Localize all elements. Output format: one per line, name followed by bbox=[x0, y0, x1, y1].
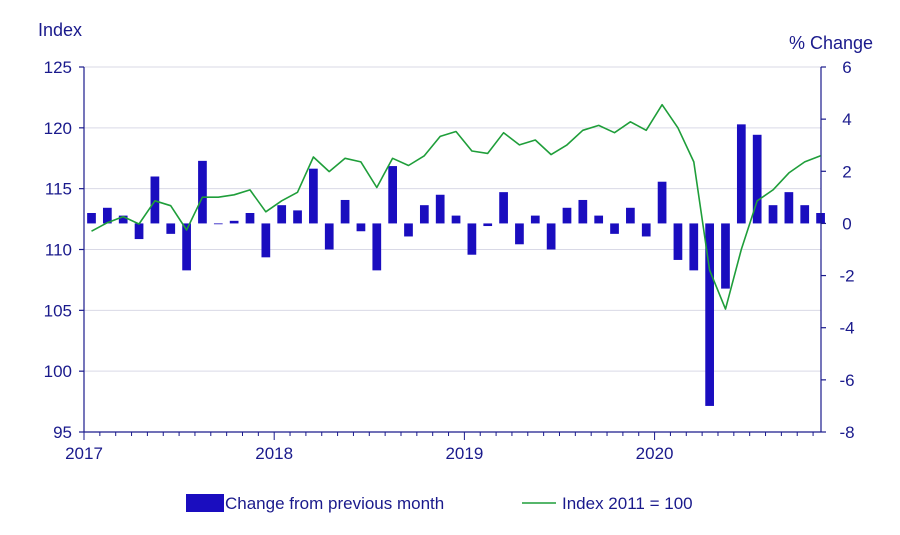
bar bbox=[166, 223, 176, 234]
bar bbox=[277, 205, 287, 224]
left-tick-label: 125 bbox=[44, 58, 72, 77]
bar bbox=[87, 213, 96, 224]
x-tick-label: 2020 bbox=[636, 444, 674, 463]
left-tick-label: 105 bbox=[44, 301, 72, 320]
bar bbox=[309, 168, 318, 224]
bar bbox=[451, 215, 461, 224]
legend-bar-swatch bbox=[186, 494, 224, 512]
bar bbox=[356, 223, 366, 232]
bar bbox=[261, 223, 271, 258]
bar bbox=[673, 223, 683, 260]
right-tick-label: 2 bbox=[842, 162, 851, 181]
bar bbox=[752, 134, 762, 224]
bar bbox=[372, 223, 382, 271]
bar bbox=[578, 199, 588, 224]
legend-bar-label: Change from previous month bbox=[225, 494, 444, 513]
bar bbox=[198, 160, 207, 224]
bar bbox=[530, 215, 540, 224]
bar bbox=[546, 223, 556, 250]
left-tick-label: 115 bbox=[45, 180, 72, 199]
x-tick-label: 2018 bbox=[255, 444, 293, 463]
right-axis-title: % Change bbox=[789, 33, 873, 53]
bar bbox=[404, 223, 413, 237]
bar bbox=[293, 210, 302, 224]
bar bbox=[150, 176, 160, 224]
bar bbox=[626, 207, 635, 224]
right-tick-label: -8 bbox=[839, 423, 854, 442]
bar bbox=[641, 223, 651, 237]
left-tick-label: 120 bbox=[44, 119, 72, 138]
bar bbox=[483, 223, 493, 227]
right-tick-label: 4 bbox=[842, 110, 851, 129]
axes bbox=[79, 66, 826, 440]
bar-series bbox=[87, 124, 825, 406]
x-tick-label: 2017 bbox=[65, 444, 103, 463]
legend: Change from previous month Index 2011 = … bbox=[186, 494, 693, 513]
bar bbox=[705, 223, 714, 406]
bar bbox=[419, 205, 429, 224]
left-tick-label: 110 bbox=[45, 241, 72, 260]
bar bbox=[245, 213, 255, 224]
bar bbox=[800, 205, 810, 224]
x-tick-label: 2019 bbox=[445, 444, 483, 463]
left-tick-label: 100 bbox=[44, 362, 72, 381]
bar bbox=[562, 207, 572, 224]
bar bbox=[736, 124, 746, 224]
bar bbox=[435, 194, 445, 224]
right-tick-label: -6 bbox=[839, 371, 854, 390]
right-tick-label: -4 bbox=[839, 319, 854, 338]
bar bbox=[594, 215, 604, 224]
bar bbox=[515, 223, 524, 245]
bar bbox=[689, 223, 699, 271]
bar bbox=[340, 199, 350, 224]
bar bbox=[118, 215, 128, 224]
bar bbox=[182, 223, 191, 271]
left-axis-title: Index bbox=[38, 20, 82, 40]
bar bbox=[134, 223, 144, 240]
right-tick-label: 6 bbox=[842, 58, 851, 77]
bar bbox=[213, 223, 223, 225]
index-line bbox=[91, 103, 821, 310]
bar bbox=[721, 223, 730, 289]
bar bbox=[657, 181, 667, 224]
left-tick-label: 95 bbox=[53, 423, 72, 442]
bar bbox=[610, 223, 619, 234]
bar bbox=[768, 205, 778, 224]
right-tick-label: 0 bbox=[842, 214, 851, 233]
right-tick-label: -2 bbox=[839, 267, 854, 286]
right-axis-ticks: 6 4 2 0 -2 -4 -6 -8 bbox=[839, 58, 854, 442]
x-axis-ticks: 2017 2018 2019 2020 bbox=[65, 444, 673, 463]
bar bbox=[388, 166, 397, 224]
line-series bbox=[91, 103, 821, 310]
bar bbox=[324, 223, 334, 250]
left-axis-ticks: 125 120 115 110 105 100 95 bbox=[44, 58, 72, 442]
legend-line-label: Index 2011 = 100 bbox=[562, 494, 693, 513]
bar bbox=[467, 223, 477, 255]
bar bbox=[499, 192, 508, 224]
bar bbox=[784, 192, 794, 224]
bar bbox=[229, 220, 239, 224]
bar bbox=[102, 207, 112, 224]
